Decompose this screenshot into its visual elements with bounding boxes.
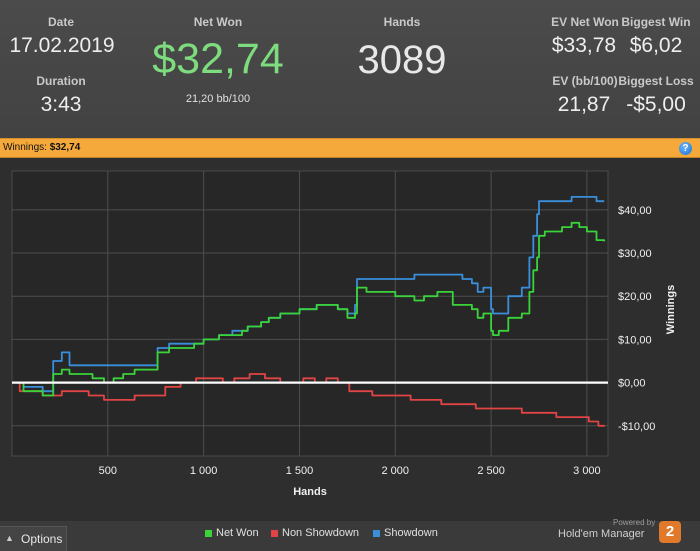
- winnings-banner-text: Winnings: $32,74: [3, 142, 80, 153]
- duration-label: Duration: [36, 74, 86, 88]
- winnings-chart-svg: 500 1 000 1 500 2 000 2 500 3 000 -$10,00 $0,00…: [11, 170, 677, 498]
- chart-legend: Net Won Non Showdown Showdown: [0, 527, 700, 545]
- options-label: Options: [21, 532, 63, 546]
- legend-showdown[interactable]: Showdown: [373, 527, 438, 539]
- brand-logo: 2: [659, 521, 681, 543]
- help-icon[interactable]: ?: [679, 142, 692, 155]
- date-value: 17.02.2019: [9, 34, 115, 57]
- legend-net-won-label: Net Won: [216, 527, 259, 539]
- session-summary-header: Date 17.02.2019 Duration 3:43 Net Won $3…: [0, 0, 700, 138]
- x-tick-label: 2 500: [477, 465, 505, 477]
- net-won-value: $32,74: [152, 35, 284, 83]
- x-tick-label: 1 000: [190, 465, 218, 477]
- legend-showdown-label: Showdown: [384, 527, 438, 539]
- date-label: Date: [47, 15, 74, 29]
- y-tick-label: $0,00: [618, 378, 646, 390]
- x-tick-label: 500: [99, 465, 117, 477]
- options-button[interactable]: ▲ Options: [0, 526, 67, 551]
- ev-bb100-label: EV (bb/100): [552, 74, 618, 88]
- legend-non-showdown-label: Non Showdown: [282, 527, 360, 539]
- y-tick-label: $10,00: [618, 334, 652, 346]
- legend-non-showdown-swatch: [271, 529, 278, 537]
- plot-area: [11, 170, 609, 457]
- x-tick-label: 1 500: [286, 465, 314, 477]
- y-tick-label: $20,00: [618, 291, 652, 303]
- biggest-loss-value: -$5,00: [626, 93, 686, 116]
- y-tick-label: $40,00: [618, 205, 652, 217]
- biggest-loss-label: Biggest Loss: [618, 74, 694, 88]
- caret-up-icon: ▲: [5, 533, 14, 543]
- biggest-win-label: Biggest Win: [621, 15, 691, 29]
- x-axis-title: Hands: [293, 486, 327, 498]
- legend-non-showdown[interactable]: Non Showdown: [271, 527, 359, 539]
- legend-showdown-swatch: [373, 529, 380, 537]
- non-showdown-line: [12, 373, 606, 427]
- ev-net-won-label: EV Net Won: [551, 15, 619, 29]
- x-tick-label: 3 000: [573, 465, 601, 477]
- y-tick-label: $30,00: [618, 248, 652, 260]
- ev-bb100-value: 21,87: [557, 93, 611, 116]
- duration-value: 3:43: [40, 93, 82, 116]
- winnings-value: $32,74: [49, 142, 81, 153]
- winnings-banner: Winnings: $32,74 ?: [0, 138, 700, 158]
- net-won-line: [12, 221, 606, 397]
- ev-net-won-value: $33,78: [551, 34, 617, 57]
- winnings-label: Winnings:: [3, 142, 47, 153]
- winnings-chart: 500 1 000 1 500 2 000 2 500 3 000 -$10,00 $0,00…: [0, 158, 700, 521]
- hands-label: Hands: [383, 15, 421, 29]
- net-won-label: Net Won: [193, 15, 243, 29]
- y-axis-title: Winnings: [665, 285, 677, 334]
- powered-by-text: Powered by: [613, 518, 656, 527]
- y-tick-label: -$10,00: [618, 421, 655, 433]
- brand-name: Hold'em Manager: [558, 528, 645, 540]
- hands-value: 3089: [357, 38, 447, 82]
- legend-net-won-swatch: [205, 529, 212, 537]
- biggest-win-value: $6,02: [629, 34, 683, 57]
- legend-net-won[interactable]: Net Won: [205, 527, 259, 539]
- net-won-bb100: 21,20 bb/100: [185, 93, 251, 105]
- x-tick-label: 2 000: [382, 465, 410, 477]
